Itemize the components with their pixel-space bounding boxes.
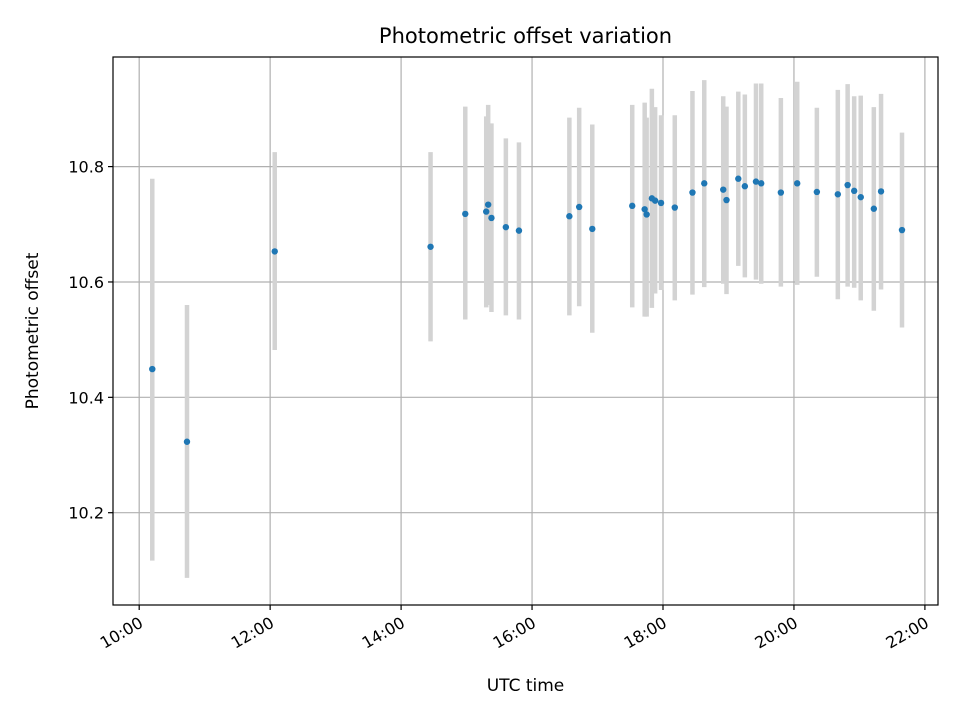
data-point <box>462 210 469 218</box>
data-point <box>870 205 878 212</box>
data-point <box>515 227 523 234</box>
y-tick-label: 10.6 <box>68 273 104 292</box>
data-point <box>629 202 636 210</box>
y-tick-label: 10.2 <box>68 504 104 523</box>
data-point <box>723 196 730 204</box>
data-point <box>271 248 278 255</box>
data-point <box>850 187 858 195</box>
data-point <box>844 181 851 189</box>
y-tick-label: 10.4 <box>68 388 104 407</box>
data-point <box>502 223 510 231</box>
data-point <box>834 191 842 198</box>
data-point <box>566 213 573 220</box>
plot-frame <box>112 56 939 606</box>
chart-title: Photometric offset variation <box>379 24 672 48</box>
data-point <box>589 225 596 233</box>
data-point <box>857 193 864 201</box>
data-point <box>752 178 760 185</box>
x-axis-label: UTC time <box>487 676 565 696</box>
data-point <box>484 201 492 208</box>
y-tick-label: 10.8 <box>68 158 104 177</box>
data-point <box>813 188 821 196</box>
data-point <box>671 204 678 211</box>
data-point <box>483 208 490 215</box>
data-point <box>777 189 785 196</box>
grid <box>113 57 938 605</box>
data-point <box>651 197 659 204</box>
data-point <box>689 189 696 196</box>
data-point <box>643 211 650 218</box>
data-point <box>183 438 191 445</box>
data-point <box>488 214 495 222</box>
data-points <box>149 175 906 445</box>
y-axis-label: Photometric offset <box>23 252 43 409</box>
data-point <box>794 180 801 187</box>
data-point <box>575 203 583 211</box>
data-point <box>720 186 727 193</box>
data-point <box>427 243 434 250</box>
data-point <box>877 188 885 195</box>
data-point <box>758 180 765 187</box>
data-point <box>641 206 648 213</box>
data-point <box>701 180 708 187</box>
data-point <box>735 175 742 182</box>
data-point <box>657 199 665 207</box>
data-point <box>898 226 906 234</box>
data-point <box>149 365 156 373</box>
data-point <box>741 183 749 190</box>
